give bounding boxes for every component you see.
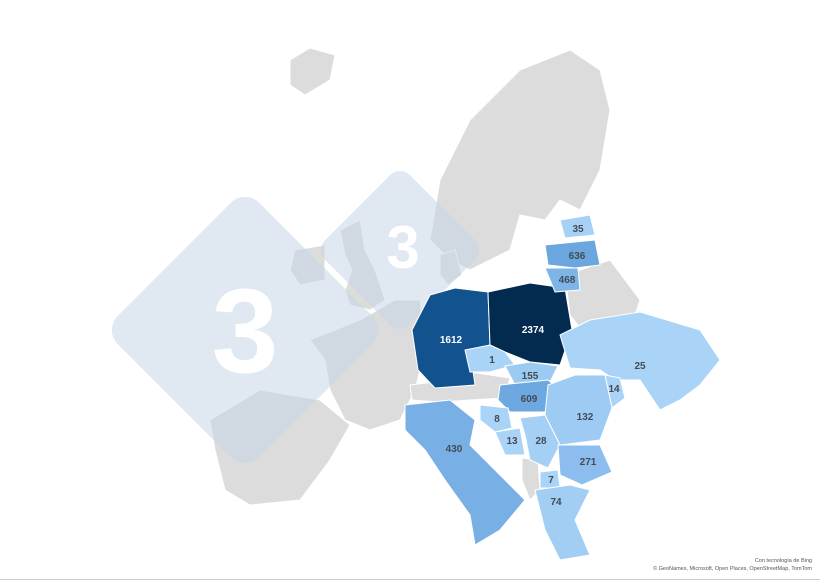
region-italy[interactable]	[404, 399, 526, 546]
svg-text:3: 3	[386, 214, 419, 281]
value-label-germany: 1612	[440, 335, 463, 346]
region-croatia[interactable]	[479, 404, 513, 433]
value-label-romania: 132	[577, 412, 594, 423]
iceland	[289, 47, 336, 96]
divider	[0, 579, 820, 580]
data-regions	[404, 214, 721, 561]
value-label-moldova: 14	[608, 384, 620, 395]
value-label-slovakia: 155	[522, 371, 539, 382]
value-label-serbia: 28	[535, 436, 547, 447]
value-label-bulgaria: 271	[580, 457, 597, 468]
watermark-logo: 3 3	[111, 170, 480, 464]
value-label-poland: 2374	[522, 325, 545, 336]
region-bosnia[interactable]	[494, 427, 526, 456]
value-label-ukraine: 25	[634, 361, 646, 372]
value-label-estonia: 35	[572, 224, 584, 235]
region-slovakia[interactable]	[504, 361, 559, 386]
region-serbia[interactable]	[519, 414, 561, 469]
scandinavia	[429, 49, 611, 271]
svg-text:3: 3	[212, 264, 279, 398]
attribution-bing: Con tecnología de Bing	[754, 558, 812, 564]
value-label-greece: 74	[550, 497, 562, 508]
value-label-croatia: 8	[494, 414, 500, 425]
value-label-hungary: 609	[521, 394, 538, 405]
region-greece[interactable]	[534, 484, 591, 561]
value-label-czechia: 1	[489, 355, 495, 366]
value-label-lithuania: 468	[559, 275, 576, 286]
region-estonia[interactable]	[559, 214, 596, 239]
value-label-north-macedonia: 7	[548, 475, 554, 486]
region-lithuania[interactable]	[544, 267, 581, 293]
value-label-italy: 430	[446, 444, 463, 455]
value-label-bosnia: 13	[506, 436, 518, 447]
region-latvia[interactable]	[544, 239, 601, 269]
region-bulgaria[interactable]	[557, 444, 613, 486]
value-label-latvia: 636	[569, 251, 586, 262]
map-attribution: Con tecnología de Bing © GeoNames, Micro…	[653, 557, 812, 573]
attribution-sources[interactable]: © GeoNames, Microsoft, Open Places, Open…	[653, 566, 812, 572]
region-ukraine[interactable]	[559, 311, 721, 411]
